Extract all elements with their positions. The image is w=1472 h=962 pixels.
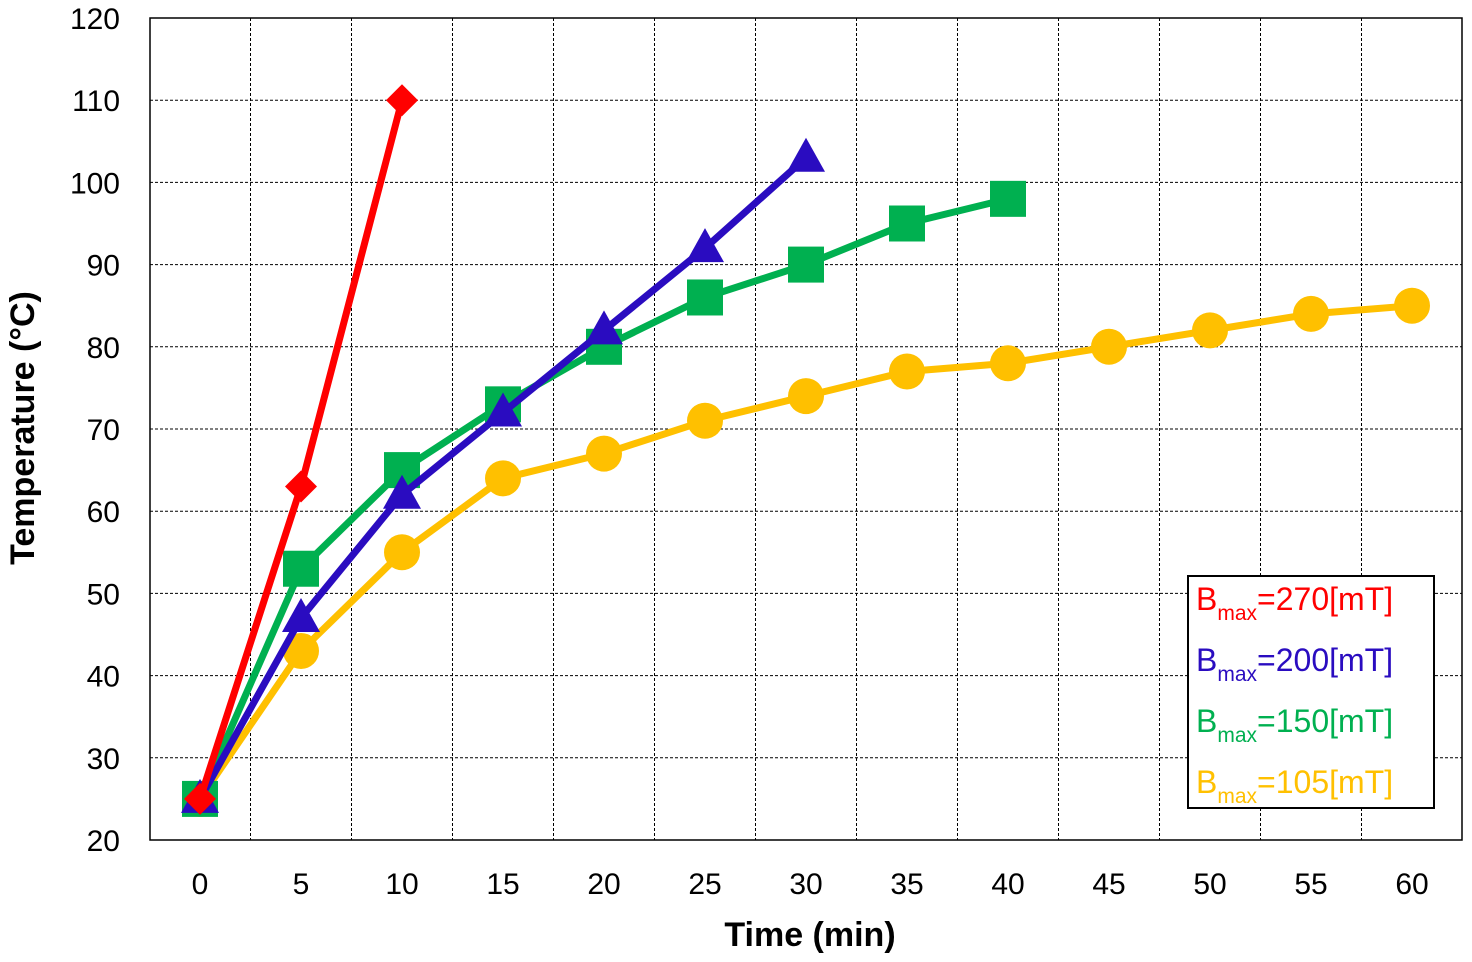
- data-point: [184, 782, 216, 815]
- legend-symbol: B: [1196, 642, 1217, 678]
- legend-frame: [1187, 575, 1435, 809]
- y-axis-ticks: 20 30 40 50 60 70 80 90 100 110 120: [70, 3, 120, 858]
- x-tick-label: 15: [486, 868, 519, 901]
- y-tick-label: 60: [87, 496, 120, 529]
- data-point: [1394, 287, 1430, 324]
- data-point: [788, 246, 824, 283]
- y-tick-label: 80: [87, 332, 120, 365]
- data-point: [889, 353, 925, 390]
- data-point: [1091, 328, 1127, 365]
- legend-entry: Bmax=200[mT]: [1196, 642, 1393, 686]
- y-tick-label: 20: [87, 825, 120, 858]
- x-tick-label: 45: [1092, 868, 1125, 901]
- series-layer: [181, 84, 1430, 817]
- x-tick-label: 35: [890, 868, 923, 901]
- legend-symbol: B: [1196, 764, 1217, 800]
- data-point: [386, 84, 418, 117]
- legend: Bmax=270[mT]Bmax=200[mT]Bmax=150[mT]Bmax…: [1187, 575, 1435, 809]
- legend-entry: Bmax=105[mT]: [1196, 764, 1393, 808]
- data-point: [687, 279, 723, 316]
- data-point: [383, 474, 421, 509]
- data-point: [585, 310, 623, 345]
- y-tick-label: 100: [70, 167, 120, 200]
- legend-symbol: B: [1196, 703, 1217, 739]
- x-tick-label: 10: [385, 868, 418, 901]
- legend-value: =270[mT]: [1257, 581, 1393, 617]
- y-tick-label: 50: [87, 578, 120, 611]
- y-tick-label: 120: [70, 3, 120, 36]
- legend-value: =150[mT]: [1257, 703, 1393, 739]
- y-tick-label: 110: [72, 85, 120, 118]
- x-tick-label: 30: [789, 868, 822, 901]
- x-tick-label: 5: [293, 868, 310, 901]
- legend-subscript: max: [1217, 602, 1257, 625]
- data-point: [787, 137, 825, 172]
- legend-subscript: max: [1217, 663, 1257, 686]
- y-axis-title: Temperature (°C): [4, 291, 42, 565]
- legend-value: =200[mT]: [1257, 642, 1393, 678]
- data-point: [687, 402, 723, 439]
- data-point: [990, 180, 1026, 217]
- series-diamond: [184, 84, 418, 815]
- data-point: [889, 205, 925, 242]
- series-line: [196, 99, 406, 800]
- y-tick-label: 30: [87, 743, 120, 776]
- x-axis-title: Time (min): [724, 916, 895, 954]
- y-tick-label: 90: [87, 250, 120, 283]
- data-point: [788, 378, 824, 415]
- legend-symbol: B: [1196, 581, 1217, 617]
- data-point: [384, 534, 420, 571]
- x-tick-label: 40: [991, 868, 1024, 901]
- data-point: [283, 632, 319, 669]
- data-point: [1192, 312, 1228, 349]
- data-point: [485, 460, 521, 497]
- x-tick-label: 20: [587, 868, 620, 901]
- legend-subscript: max: [1217, 724, 1257, 747]
- x-tick-label: 50: [1193, 868, 1226, 901]
- data-point: [686, 228, 724, 263]
- data-point: [282, 598, 320, 633]
- data-point: [1293, 295, 1329, 332]
- data-point: [283, 550, 319, 587]
- legend-entry: Bmax=150[mT]: [1196, 703, 1393, 747]
- x-tick-label: 0: [192, 868, 209, 901]
- data-point: [484, 392, 522, 427]
- series-square: [182, 180, 1026, 817]
- data-point: [990, 345, 1026, 382]
- legend-subscript: max: [1217, 785, 1257, 808]
- legend-entry: Bmax=270[mT]: [1196, 581, 1393, 625]
- x-tick-label: 25: [688, 868, 721, 901]
- series-line: [196, 195, 1009, 801]
- x-tick-label: 60: [1395, 868, 1428, 901]
- y-tick-label: 40: [87, 661, 120, 694]
- data-point: [285, 470, 317, 503]
- x-axis-ticks: 0 5 10 15 20 25 30 35 40 45 50 55 60: [192, 868, 1429, 901]
- x-tick-label: 55: [1294, 868, 1327, 901]
- plot-area-frame: [149, 17, 1463, 841]
- y-tick-label: 70: [87, 414, 120, 447]
- data-point: [586, 435, 622, 472]
- legend-value: =105[mT]: [1257, 764, 1393, 800]
